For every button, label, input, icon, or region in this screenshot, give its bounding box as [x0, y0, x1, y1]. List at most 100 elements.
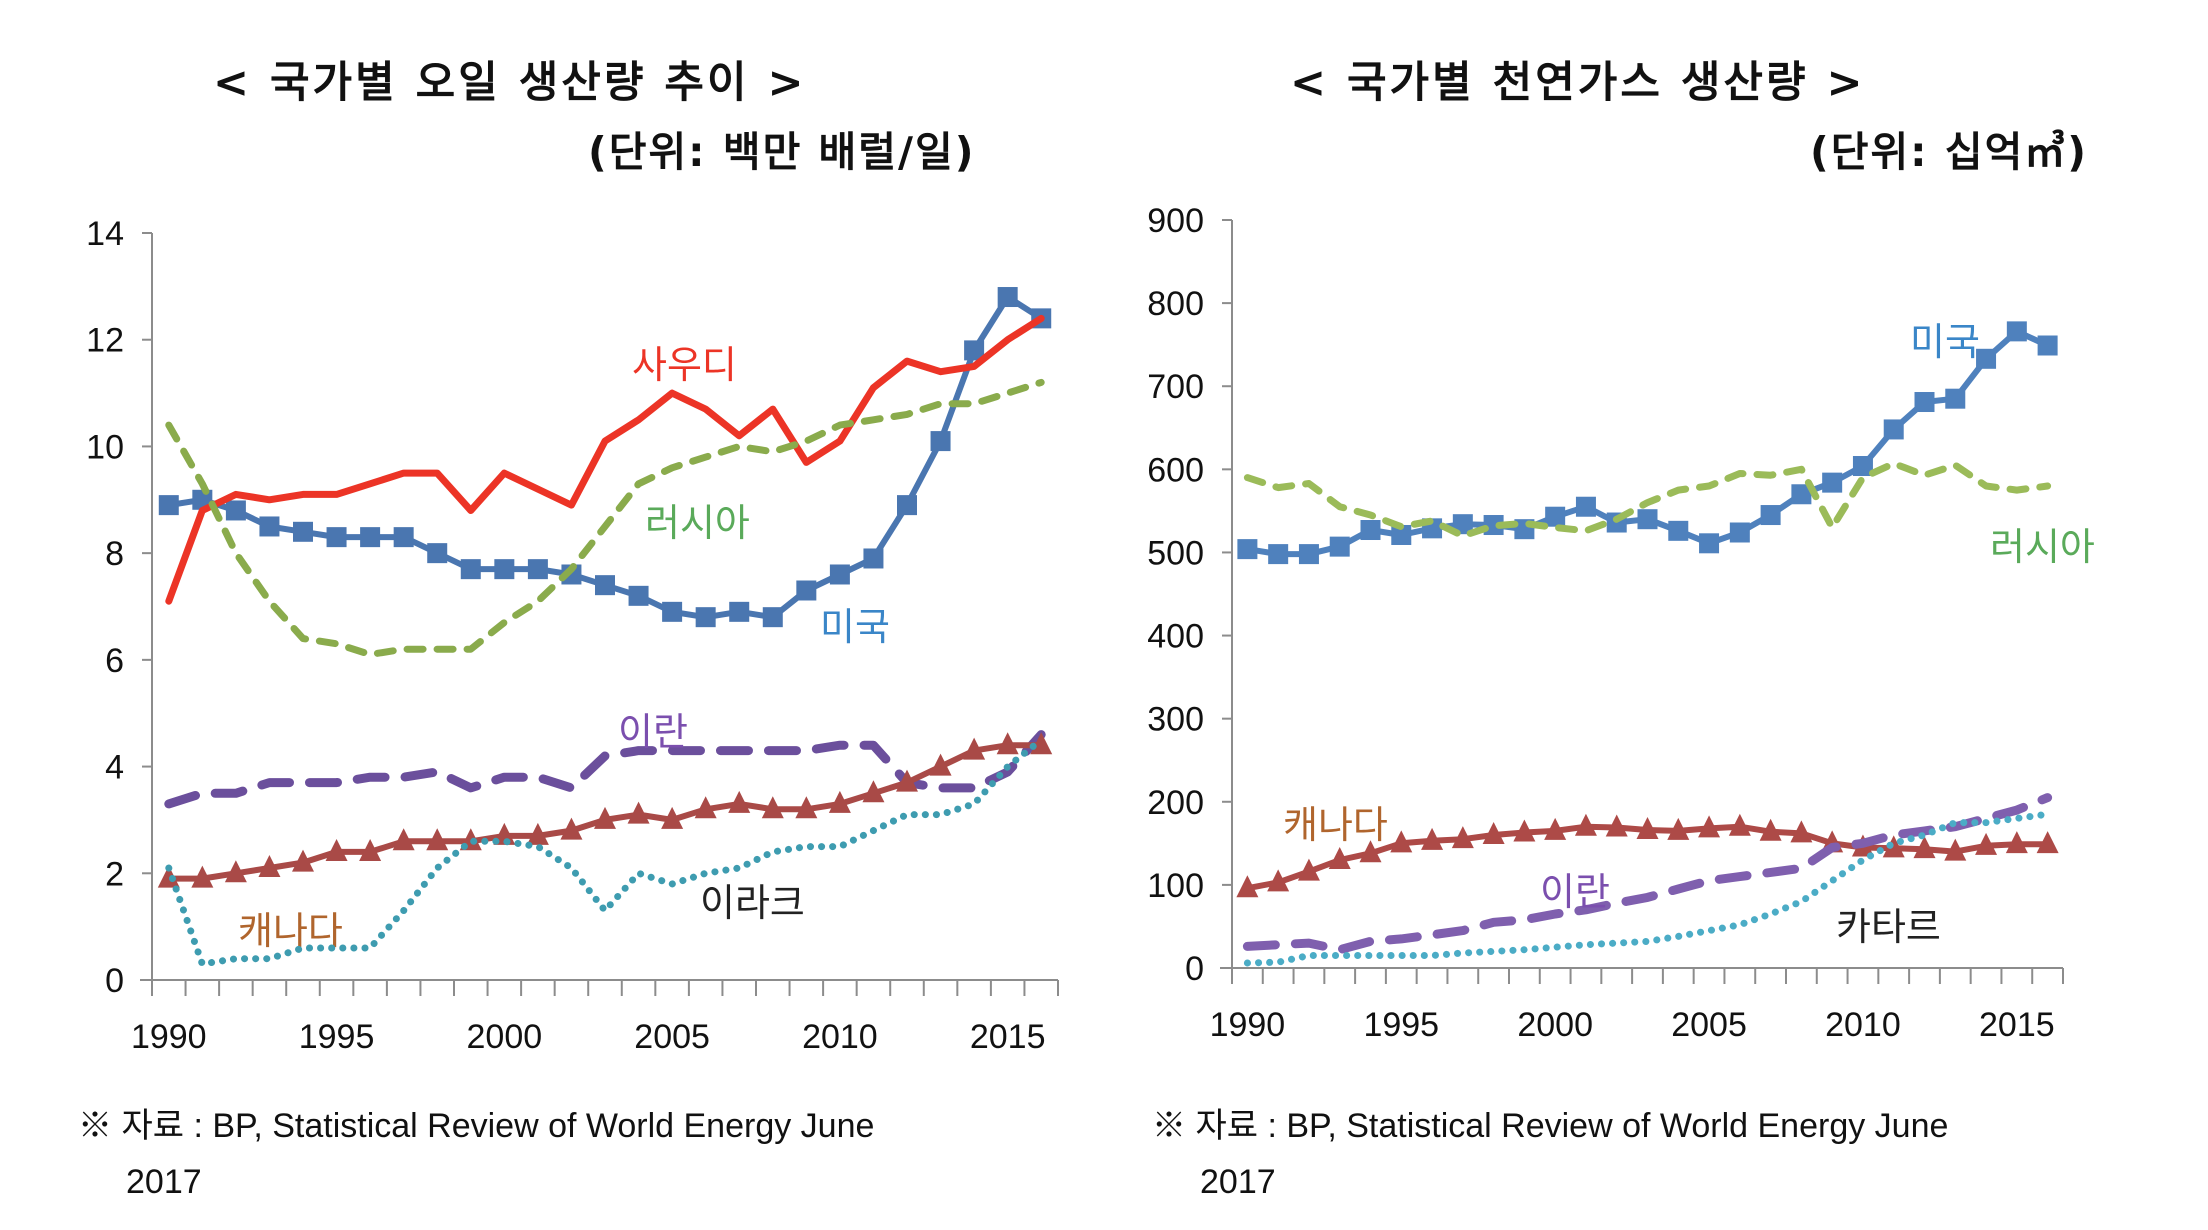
y-tick-label: 6 — [105, 642, 124, 680]
data-point-triangle — [1359, 840, 1382, 863]
data-point-square — [1668, 520, 1689, 541]
gas-chart-title: < 국가별 천연가스 생산량 > — [1290, 58, 1866, 108]
data-point-square — [1575, 496, 1596, 517]
y-tick-label: 0 — [1185, 950, 1204, 988]
data-point-square — [1760, 505, 1781, 526]
data-point-triangle — [1390, 830, 1413, 853]
x-tick-label: 1995 — [1363, 1006, 1439, 1044]
x-tick-label: 2010 — [802, 1018, 878, 1056]
x-tick-label: 1990 — [131, 1018, 207, 1056]
oil-chart-title: < 국가별 오일 생산량 추이 > — [213, 58, 807, 108]
series-사우디 — [165, 314, 1045, 605]
data-point-triangle — [996, 732, 1019, 755]
source-text: ※ 자료 : BP, Statistical Review of World E… — [1152, 1107, 1949, 1145]
data-point-triangle — [1513, 819, 1536, 842]
series-line — [165, 736, 1045, 968]
data-point-square — [1637, 509, 1658, 530]
data-point-square — [1976, 348, 1997, 369]
data-point-square — [1360, 520, 1381, 541]
data-point-square — [829, 564, 850, 585]
data-point-triangle — [1913, 836, 1936, 859]
data-point-triangle — [1544, 817, 1567, 840]
x-tick-label: 2005 — [1671, 1006, 1747, 1044]
series-label: 사우디 — [632, 343, 737, 387]
data-point-square — [762, 607, 783, 628]
data-point-square — [1237, 539, 1258, 560]
series-label: 러시아 — [1990, 525, 2095, 569]
data-point-triangle — [1667, 817, 1690, 840]
data-point-triangle — [560, 817, 583, 840]
y-tick-label: 4 — [105, 749, 124, 787]
data-point-square — [460, 559, 481, 580]
data-point-square — [1945, 388, 1966, 409]
y-tick-label: 600 — [1147, 451, 1204, 489]
series-이라크 — [165, 736, 1045, 968]
source-year: 2017 — [1200, 1163, 1276, 1201]
data-point-triangle — [1267, 869, 1290, 892]
data-point-square — [1822, 472, 1843, 493]
oil-chart-source: ※ 자료 : BP, Statistical Review of World E… — [78, 1098, 874, 1210]
data-point-square — [897, 495, 917, 516]
oil-chart-unit: (단위: 백만 배럴/일) — [588, 128, 976, 176]
series-이란 — [164, 730, 1046, 809]
series-label: 이란 — [618, 710, 688, 754]
data-point-triangle — [325, 838, 348, 861]
series-러시아 — [1243, 460, 2052, 540]
data-point-triangle — [1944, 838, 1967, 861]
data-point-triangle — [224, 860, 247, 883]
data-point-square — [1298, 544, 1319, 565]
x-tick-label: 2015 — [970, 1018, 1046, 1056]
x-tick-label: 2010 — [1825, 1006, 1901, 1044]
x-tick-label: 1990 — [1210, 1006, 1286, 1044]
data-point-square — [930, 431, 951, 452]
data-point-square — [628, 585, 649, 606]
data-point-triangle — [392, 828, 415, 851]
data-point-triangle — [426, 828, 449, 851]
data-point-square — [494, 559, 515, 580]
data-point-square — [1883, 419, 1904, 440]
series-이란 — [1242, 793, 2053, 955]
y-tick-label: 100 — [1147, 867, 1204, 905]
x-tick-label: 2000 — [467, 1018, 543, 1056]
data-point-triangle — [1030, 732, 1053, 755]
data-point-square — [2037, 335, 2058, 356]
data-point-square — [1914, 392, 1935, 413]
data-point-triangle — [1975, 832, 1998, 855]
series-label: 이란 — [1540, 870, 1610, 914]
series-label: 캐나다 — [1283, 803, 1388, 847]
series-line — [165, 314, 1045, 605]
series-러시아 — [165, 378, 1045, 658]
data-point-square — [1268, 544, 1289, 565]
series-line — [164, 730, 1046, 809]
y-tick-label: 400 — [1147, 618, 1204, 656]
data-point-triangle — [1297, 858, 1320, 881]
data-point-square — [1791, 484, 1812, 505]
data-point-square — [293, 521, 313, 542]
series-line — [1243, 810, 2052, 967]
data-point-triangle — [1482, 822, 1505, 845]
data-point-triangle — [1790, 820, 1813, 843]
data-point-square — [729, 601, 750, 622]
series-label: 미국 — [820, 605, 890, 649]
data-point-square — [1452, 514, 1473, 535]
data-point-triangle — [1421, 827, 1444, 850]
data-point-square — [1483, 515, 1504, 536]
data-point-square — [662, 601, 683, 622]
x-tick-label: 2015 — [1979, 1006, 2055, 1044]
y-tick-label: 14 — [86, 215, 124, 253]
data-point-triangle — [359, 838, 382, 861]
source-text: ※ 자료 : BP, Statistical Review of World E… — [78, 1107, 875, 1145]
data-point-square — [158, 495, 179, 516]
gas-chart-source: ※ 자료 : BP, Statistical Review of World E… — [1152, 1098, 1948, 1210]
data-point-triangle — [1574, 813, 1597, 836]
data-point-square — [796, 580, 817, 601]
y-tick-label: 800 — [1147, 285, 1204, 323]
data-point-triangle — [627, 801, 650, 824]
data-point-square — [259, 516, 280, 537]
data-point-triangle — [963, 737, 986, 760]
data-point-triangle — [157, 865, 180, 888]
data-point-triangle — [862, 780, 885, 803]
gas-chart-unit: (단위: 십억㎥) — [1810, 128, 2089, 176]
